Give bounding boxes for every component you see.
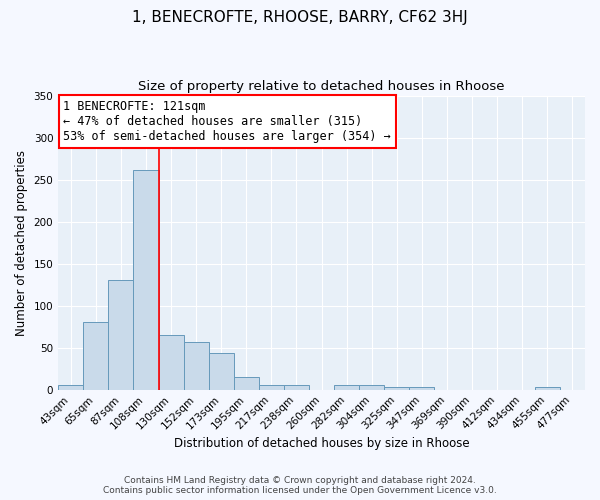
- Bar: [209, 352, 234, 390]
- Bar: [284, 384, 309, 390]
- X-axis label: Distribution of detached houses by size in Rhoose: Distribution of detached houses by size …: [174, 437, 469, 450]
- Bar: [158, 335, 184, 390]
- Text: Contains HM Land Registry data © Crown copyright and database right 2024.
Contai: Contains HM Land Registry data © Crown c…: [103, 476, 497, 495]
- Text: 1, BENECROFTE, RHOOSE, BARRY, CF62 3HJ: 1, BENECROFTE, RHOOSE, BARRY, CF62 3HJ: [132, 10, 468, 25]
- Text: 1 BENECROFTE: 121sqm
← 47% of detached houses are smaller (315)
53% of semi-deta: 1 BENECROFTE: 121sqm ← 47% of detached h…: [64, 100, 391, 143]
- Bar: [409, 387, 434, 390]
- Bar: [535, 387, 560, 390]
- Bar: [83, 322, 109, 390]
- Bar: [234, 377, 259, 390]
- Y-axis label: Number of detached properties: Number of detached properties: [15, 150, 28, 336]
- Title: Size of property relative to detached houses in Rhoose: Size of property relative to detached ho…: [139, 80, 505, 93]
- Bar: [184, 342, 209, 390]
- Bar: [385, 387, 409, 390]
- Bar: [359, 384, 385, 390]
- Bar: [334, 384, 359, 390]
- Bar: [58, 384, 83, 390]
- Bar: [259, 384, 284, 390]
- Bar: [133, 170, 158, 390]
- Bar: [109, 280, 133, 390]
